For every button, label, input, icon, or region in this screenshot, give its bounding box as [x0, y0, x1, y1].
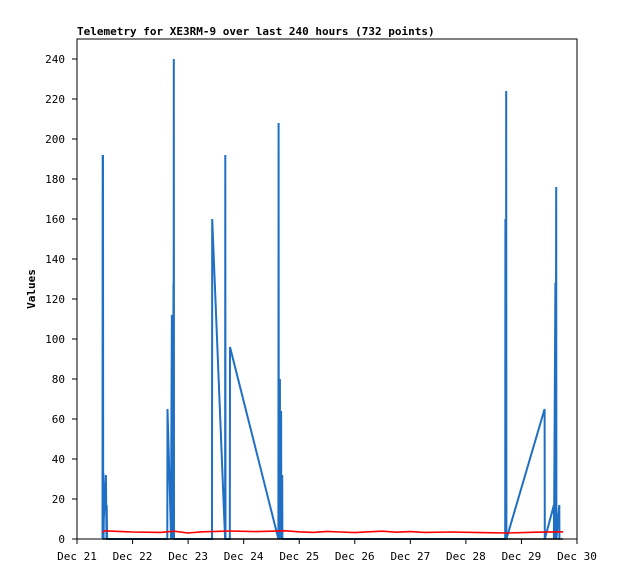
- series-layer: [101, 58, 564, 540]
- series-line-2: [102, 529, 564, 534]
- x-tick-label: Dec 25: [279, 550, 319, 563]
- y-tick-label: 80: [52, 373, 65, 386]
- plot-area: [76, 38, 578, 540]
- y-tick-label: 0: [58, 533, 65, 546]
- x-tick-label: Dec 21: [57, 550, 97, 563]
- x-tick-label: Dec 28: [446, 550, 486, 563]
- x-tick-label: Dec 23: [168, 550, 208, 563]
- x-tick-label: Dec 24: [224, 550, 264, 563]
- y-tick-label: 40: [52, 453, 65, 466]
- y-tick-label: 240: [45, 53, 65, 66]
- x-tick-label: Dec 27: [390, 550, 430, 563]
- y-axis-ticks: 0 20 40 60 80 100 120 140 160 180 200 220 240: [45, 53, 77, 546]
- x-tick-label: Dec 30: [557, 550, 597, 563]
- y-tick-label: 20: [52, 493, 65, 506]
- y-tick-label: 100: [45, 333, 65, 346]
- y-tick-label: 120: [45, 293, 65, 306]
- series-line-1: [101, 58, 561, 540]
- y-axis-label: Values: [25, 269, 38, 309]
- x-tick-label: Dec 29: [502, 550, 542, 563]
- chart-title: Telemetry for XE3RM-9 over last 240 hour…: [77, 25, 435, 38]
- y-tick-label: 220: [45, 93, 65, 106]
- x-tick-label: Dec 26: [335, 550, 375, 563]
- x-axis-ticks: Dec 21 Dec 22 Dec 23 Dec 24 Dec 25 Dec 26 Dec …: [57, 539, 597, 563]
- y-tick-label: 60: [52, 413, 65, 426]
- y-tick-label: 180: [45, 173, 65, 186]
- x-tick-label: Dec 22: [113, 550, 153, 563]
- y-tick-label: 160: [45, 213, 65, 226]
- y-tick-label: 200: [45, 133, 65, 146]
- y-tick-label: 140: [45, 253, 65, 266]
